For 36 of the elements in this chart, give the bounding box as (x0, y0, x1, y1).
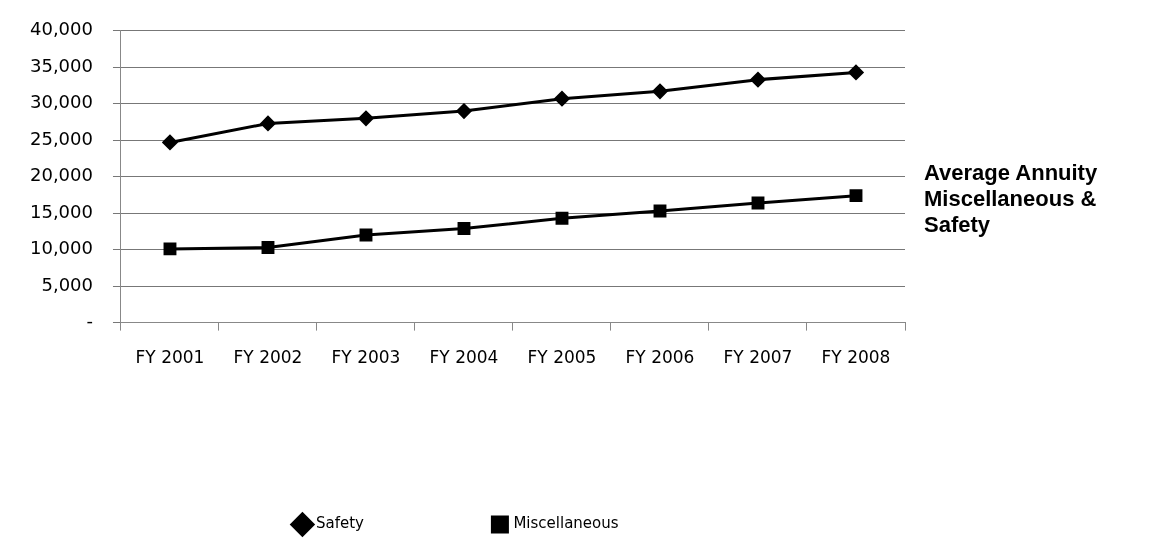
point (162, 134, 178, 150)
x-tick-label: FY 2002 (233, 347, 303, 368)
y-tick-label: 15,000 (30, 200, 93, 222)
x-tick-label: FY 2007 (723, 347, 793, 368)
point (750, 72, 766, 88)
point (163, 242, 177, 256)
point (554, 91, 570, 107)
point (849, 189, 863, 203)
point (261, 241, 275, 254)
point (652, 83, 668, 99)
y-tick-label: 35,000 (30, 54, 93, 76)
y-tick-label: - (86, 310, 93, 332)
point (848, 64, 864, 80)
legend-label: Miscellaneous (513, 514, 619, 533)
y-tick-label: 5,000 (41, 273, 93, 295)
point (751, 196, 765, 210)
point (359, 228, 373, 242)
point (653, 204, 667, 218)
point (260, 115, 276, 131)
legend-label: Safety (315, 514, 365, 533)
y-tick-label: 10,000 (30, 237, 93, 259)
y-tick-label: 40,000 (30, 18, 93, 40)
y-tick-label: 25,000 (30, 127, 93, 149)
y-tick-label: 30,000 (30, 91, 93, 113)
x-tick-label: FY 2006 (625, 347, 695, 368)
x-tick-label: FY 2001 (135, 347, 205, 368)
point (457, 222, 471, 235)
x-tick-label: FY 2004 (429, 347, 499, 368)
point (358, 110, 374, 126)
point (456, 103, 472, 119)
x-tick-label: FY 2003 (331, 347, 401, 368)
x-tick-label: FY 2008 (821, 347, 891, 368)
text: Average Annuity Miscellaneous & Safety (924, 160, 1099, 238)
y-tick-label: 20,000 (30, 164, 93, 186)
x-tick-label: FY 2005 (527, 347, 597, 368)
point (555, 211, 569, 225)
